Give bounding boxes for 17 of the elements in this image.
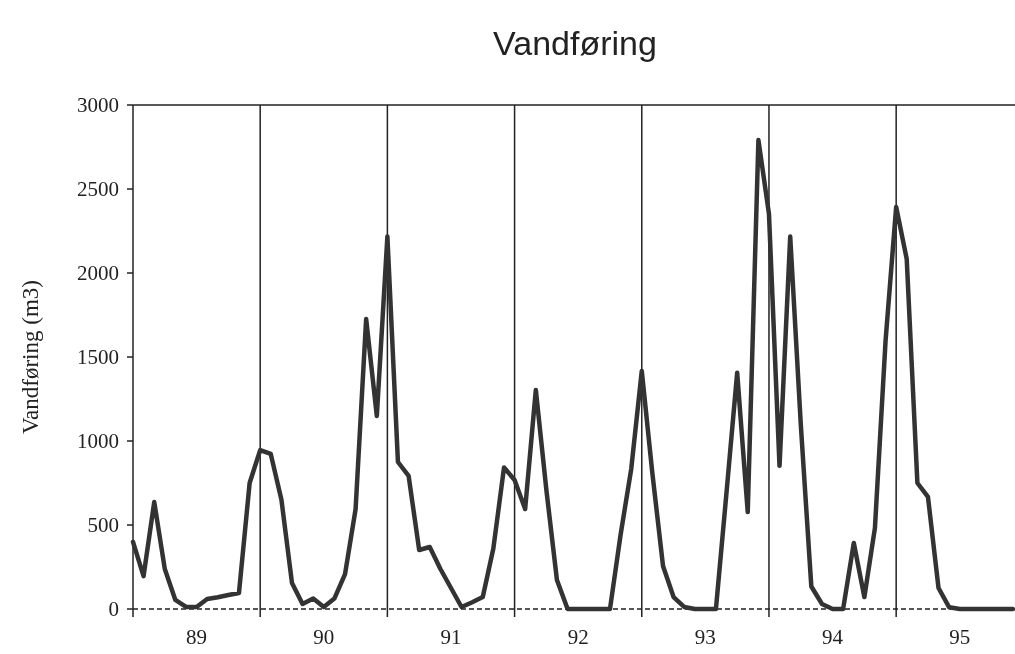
x-tick-label: 91 <box>440 625 462 649</box>
x-tick-label: 89 <box>186 625 208 649</box>
y-tick-label: 500 <box>87 513 119 538</box>
y-tick-label: 2000 <box>77 261 119 286</box>
y-tick-label: 3000 <box>77 93 119 118</box>
x-tick-label: 93 <box>694 625 716 649</box>
y-tick-label: 1000 <box>77 429 119 454</box>
y-tick-label: 0 <box>108 597 119 622</box>
x-tick-label: 94 <box>822 625 844 649</box>
y-axis-title: Vandføring (m3) <box>18 280 43 434</box>
line-series <box>130 137 1015 612</box>
chart-title: Vandføring <box>493 24 657 62</box>
x-tick-label: 90 <box>313 625 335 649</box>
y-tick-label: 2500 <box>77 177 119 202</box>
x-tick-label: 92 <box>567 625 589 649</box>
y-tick-label: 1500 <box>77 345 119 370</box>
x-tick-label: 95 <box>949 625 971 649</box>
